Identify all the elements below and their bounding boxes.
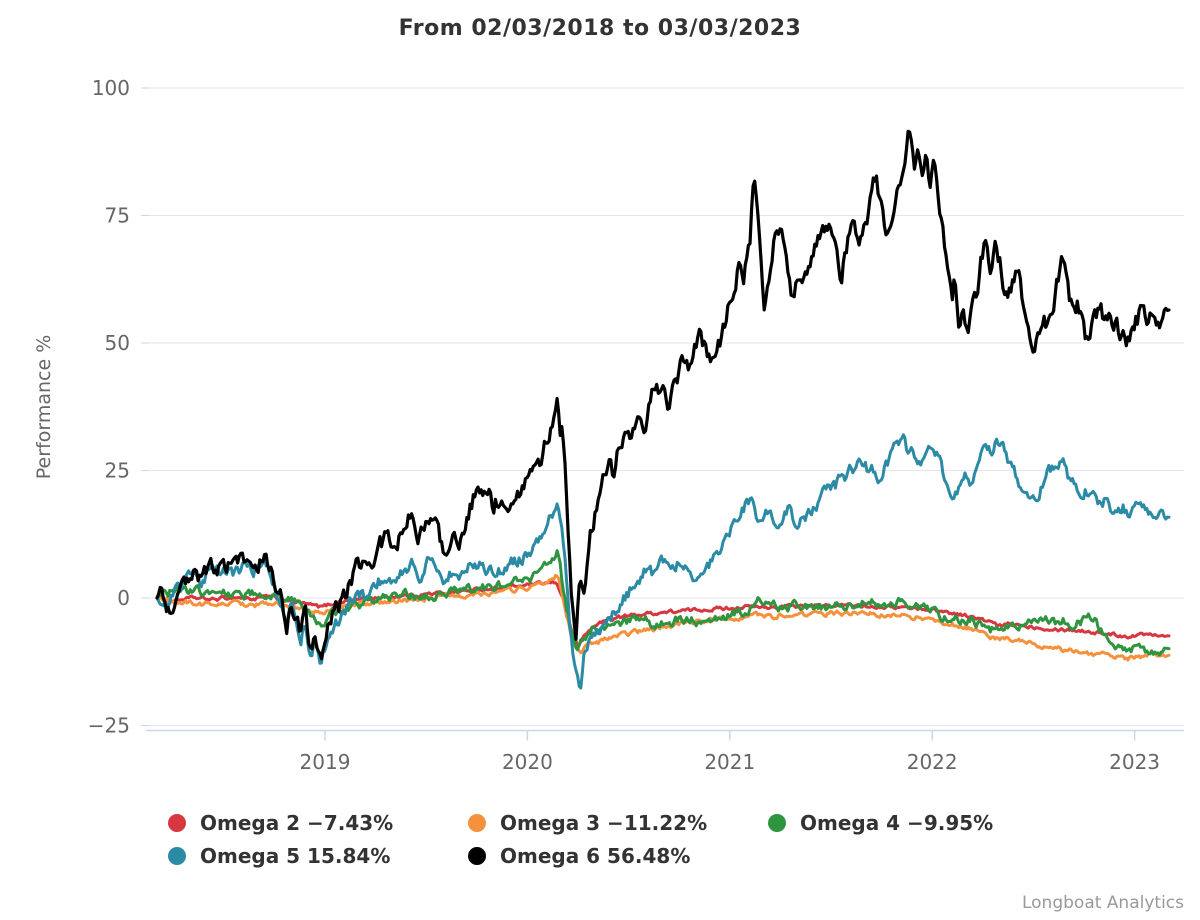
legend-label: Omega 2 −7.43% — [200, 810, 394, 835]
legend-label: Omega 6 56.48% — [500, 843, 691, 868]
plot-area: 100 75 50 25 0 −25 2019 2020 2021 2022 2023 Perform… — [33, 76, 1184, 774]
legend-marker-icon — [768, 813, 786, 832]
legend-marker-icon — [468, 813, 486, 832]
legend-item-omega-2[interactable]: Omega 2 −7.43% — [168, 806, 468, 839]
y-axis-tick-label: −25 — [88, 714, 130, 738]
series-line-omega-6 — [155, 129, 1171, 661]
legend-marker-icon — [468, 846, 486, 865]
legend-marker-icon — [168, 846, 186, 865]
x-axis-tick-label: 2020 — [502, 750, 553, 774]
series-line-omega-4 — [155, 549, 1171, 657]
x-axis-tick-label: 2022 — [907, 750, 958, 774]
y-axis-tick-label: 0 — [117, 586, 130, 610]
y-axis-title: Performance % — [33, 335, 55, 480]
legend-label: Omega 5 15.84% — [200, 843, 391, 868]
credits-link[interactable]: Longboat Analytics — [1021, 893, 1184, 913]
legend-item-omega-4[interactable]: Omega 4 −9.95% — [768, 806, 1068, 839]
legend-label: Omega 4 −9.95% — [800, 810, 994, 835]
legend-marker-icon — [168, 813, 186, 832]
legend: Omega 2 −7.43% Omega 3 −11.22% Omega 4 −9.… — [168, 806, 1148, 872]
series-line-omega-2 — [155, 579, 1171, 648]
y-axis-tick-label: 75 — [105, 204, 130, 228]
y-axis-tick-label: 100 — [92, 76, 130, 100]
legend-label: Omega 3 −11.22% — [500, 810, 708, 835]
x-axis-tick-label: 2019 — [300, 750, 351, 774]
y-axis-tick-label: 25 — [105, 459, 130, 483]
x-axis-tick-label: 2021 — [704, 750, 755, 774]
chart-title: From 02/03/2018 to 03/03/2023 — [398, 16, 802, 41]
legend-item-omega-6[interactable]: Omega 6 56.48% — [468, 839, 768, 872]
y-axis-tick-label: 50 — [105, 331, 130, 355]
series-line-omega-5 — [155, 433, 1171, 690]
legend-item-omega-5[interactable]: Omega 5 15.84% — [168, 839, 468, 872]
series-line-omega-3 — [155, 573, 1171, 662]
legend-item-omega-3[interactable]: Omega 3 −11.22% — [468, 806, 768, 839]
x-axis-tick-label: 2023 — [1109, 750, 1160, 774]
